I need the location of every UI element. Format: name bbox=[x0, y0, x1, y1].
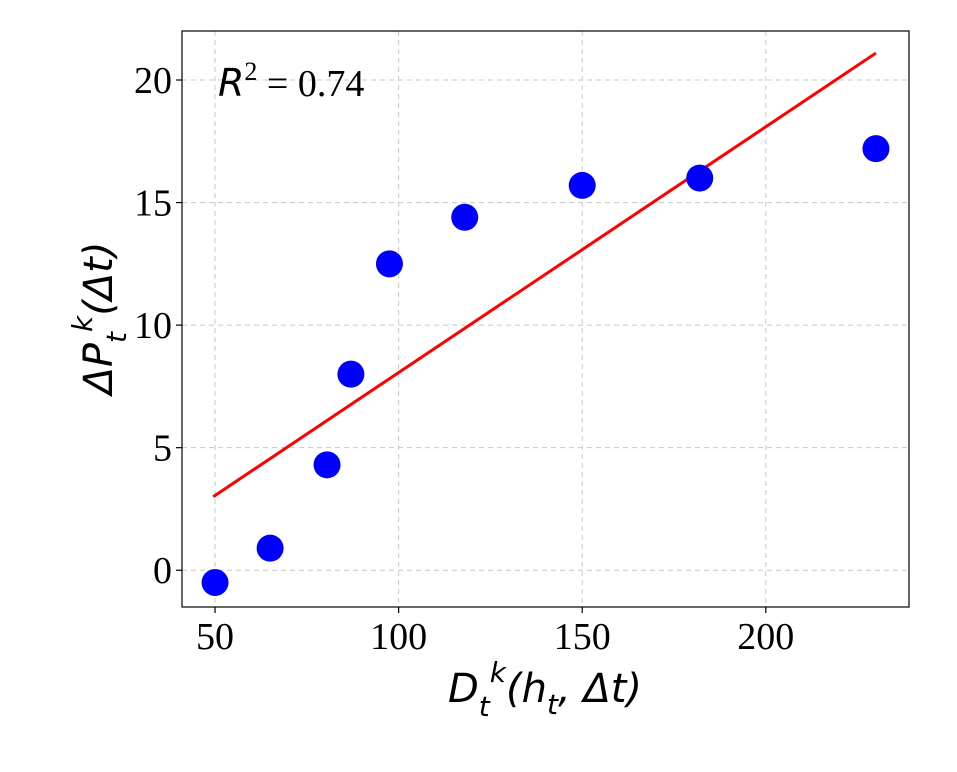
y-axis-label: ΔPtk(Δt) bbox=[66, 242, 133, 398]
data-point bbox=[862, 135, 890, 163]
x-axis-label: Dtk(ht, Δt) bbox=[448, 656, 642, 723]
data-point bbox=[313, 451, 341, 479]
y-tick-label: 0 bbox=[153, 550, 172, 592]
data-point bbox=[256, 534, 284, 562]
x-axis: 50 100 150 200 bbox=[196, 607, 794, 658]
fit-line-layer bbox=[212, 51, 877, 498]
fit-line bbox=[212, 51, 877, 498]
y-tick-label: 15 bbox=[134, 183, 172, 225]
data-point bbox=[451, 203, 479, 231]
r-symbol: R bbox=[218, 61, 244, 105]
y-tick-label: 20 bbox=[134, 60, 172, 102]
data-point bbox=[201, 568, 229, 596]
x-tick-label: 200 bbox=[737, 616, 794, 658]
x-tick-label: 100 bbox=[370, 616, 427, 658]
y-tick-label: 10 bbox=[134, 305, 172, 347]
points-layer bbox=[201, 135, 890, 596]
grid bbox=[182, 31, 909, 607]
r-squared-annotation: R2 = 0.74 bbox=[218, 57, 364, 105]
r-exponent: 2 bbox=[244, 57, 257, 86]
data-point bbox=[375, 250, 403, 278]
data-point bbox=[568, 171, 596, 199]
plot-frame bbox=[181, 30, 910, 608]
y-axis: 0 5 10 15 20 bbox=[134, 60, 182, 592]
y-tick-label: 5 bbox=[153, 428, 172, 470]
r-value: = 0.74 bbox=[257, 63, 364, 105]
x-tick-label: 150 bbox=[554, 616, 611, 658]
data-point bbox=[337, 360, 365, 388]
data-point bbox=[686, 164, 714, 192]
x-tick-label: 50 bbox=[196, 616, 234, 658]
